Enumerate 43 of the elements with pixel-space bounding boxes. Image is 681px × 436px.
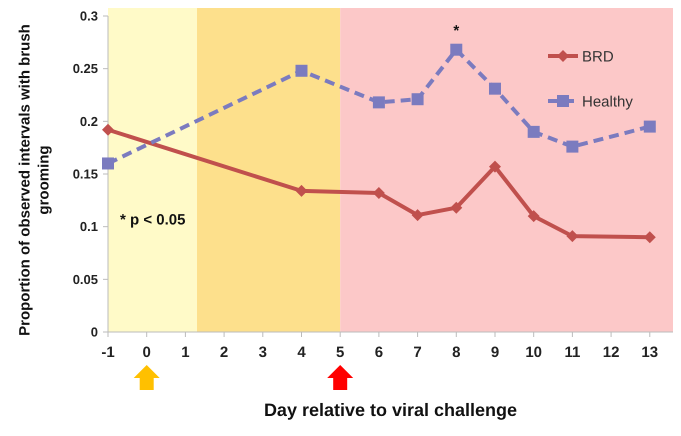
- y-tick-label: 0: [90, 324, 98, 340]
- point: [528, 126, 540, 138]
- x-tick-label: 6: [374, 344, 384, 361]
- y-tick-label: 0.05: [72, 272, 98, 287]
- annotation: *: [453, 22, 460, 40]
- annotation: * p < 0.05: [120, 212, 186, 229]
- legend-label: BRD: [582, 48, 614, 66]
- x-tick-label: 12: [602, 344, 620, 361]
- x-tick-label: 7: [413, 344, 422, 361]
- x-tick-label: 3: [258, 344, 267, 361]
- x-axis-title: Day relative to viral challenge: [264, 400, 518, 420]
- point: [450, 44, 462, 56]
- y-tick-label: 0.15: [72, 166, 98, 182]
- x-tick-label: 9: [490, 344, 500, 361]
- y-tick-label: 0.25: [72, 61, 98, 76]
- point: [488, 82, 501, 95]
- point: [644, 120, 656, 133]
- point: [488, 160, 501, 173]
- x-tick-label: 0: [142, 344, 151, 361]
- x-tick-label: 8: [452, 344, 460, 361]
- x-tick-label: 2: [220, 344, 228, 361]
- x-tick-label: 1: [181, 344, 190, 361]
- point: [450, 202, 462, 214]
- point: [102, 124, 114, 136]
- point: [412, 93, 424, 106]
- point: [372, 96, 385, 108]
- point: [102, 157, 114, 170]
- y-tick-label: 0.2: [80, 114, 98, 129]
- y-tick-label: 0.1: [80, 219, 98, 234]
- y-tick-label: 0.3: [80, 8, 98, 24]
- point: [566, 230, 578, 242]
- point: [566, 140, 578, 153]
- point: [412, 209, 424, 222]
- x-tick-label: 5: [336, 344, 344, 361]
- x-tick-label: 13: [641, 344, 658, 361]
- x-tick-label: 10: [525, 344, 542, 361]
- x-tick-label: 4: [297, 344, 306, 361]
- x-tick-label: 11: [564, 344, 580, 361]
- x-tick-label: -1: [101, 344, 115, 361]
- y-axis-title: Proportion of observed intervals with brush grooming: [16, 24, 52, 336]
- point: [295, 64, 308, 77]
- legend-label: Healthy: [582, 93, 634, 110]
- point: [528, 210, 540, 222]
